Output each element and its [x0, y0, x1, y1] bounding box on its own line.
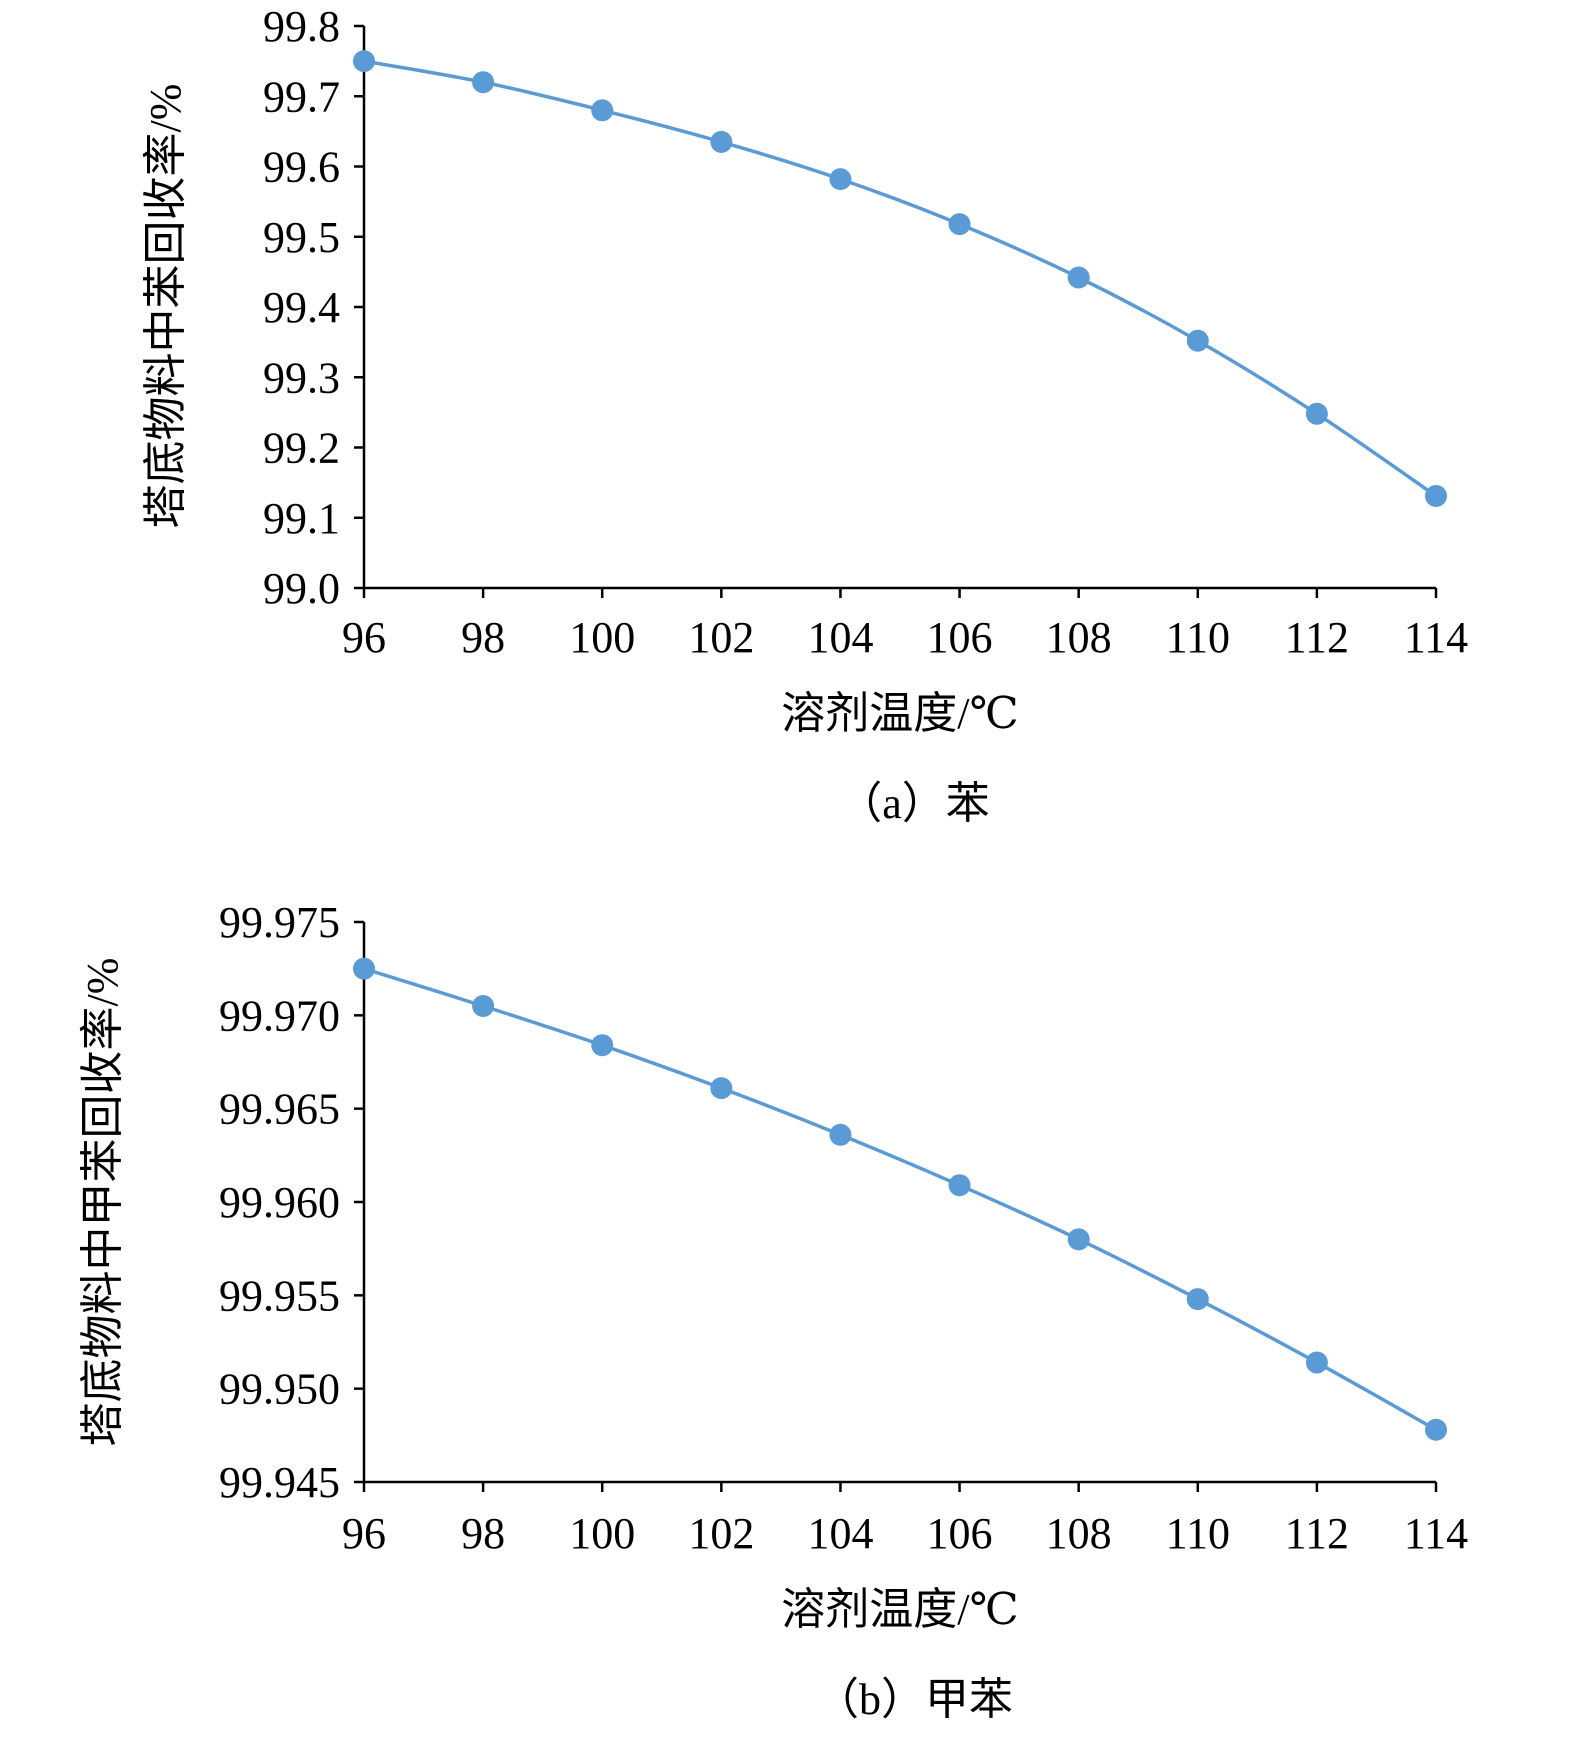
b-data-point — [1067, 1228, 1090, 1251]
b-caption: （b）甲苯 — [815, 1675, 1013, 1724]
b-y-tick-label: 99.950 — [219, 1365, 340, 1414]
a-x-axis-title: 溶剂温度/℃ — [781, 689, 1018, 738]
b-data-point — [472, 995, 495, 1017]
a-y-tick-label: 99.5 — [263, 213, 340, 262]
a-y-tick-label: 99.3 — [263, 353, 340, 402]
b-data-point — [591, 1034, 614, 1057]
b-y-tick-label: 99.945 — [219, 1458, 340, 1507]
b-x-tick-label: 106 — [927, 1509, 993, 1558]
a-y-tick-label: 99.4 — [263, 283, 340, 332]
b-x-tick-label: 114 — [1404, 1509, 1468, 1558]
b-data-point — [1305, 1351, 1328, 1374]
b-data-point — [1186, 1288, 1209, 1311]
b-x-tick-label: 112 — [1285, 1509, 1349, 1558]
b-data-point — [829, 1123, 852, 1146]
a-x-tick-label: 114 — [1404, 613, 1468, 662]
a-data-point — [353, 50, 375, 73]
b-x-tick-label: 98 — [461, 1509, 505, 1558]
a-data-point — [591, 99, 614, 122]
a-y-tick-label: 99.1 — [263, 494, 340, 543]
a-data-point — [1305, 402, 1328, 425]
a-caption: （a）苯 — [838, 779, 990, 828]
a-x-tick-label: 110 — [1166, 613, 1230, 662]
a-x-tick-label: 96 — [342, 613, 386, 662]
a-y-axis-title: 塔底物料中苯回收率/% — [141, 84, 190, 529]
a-data-point — [1425, 484, 1447, 507]
a-x-tick-label: 112 — [1285, 613, 1349, 662]
a-x-tick-label: 100 — [569, 613, 635, 662]
a-data-point — [1067, 266, 1090, 289]
b-data-point — [353, 957, 375, 980]
b-y-tick-label: 99.955 — [219, 1271, 340, 1320]
a-y-tick-label: 99.8 — [263, 2, 340, 51]
a-data-point — [710, 130, 733, 153]
a-data-point — [1186, 329, 1209, 352]
a-x-tick-label: 108 — [1046, 613, 1112, 662]
b-x-axis-title: 溶剂温度/℃ — [781, 1585, 1018, 1634]
b-data-point — [710, 1077, 733, 1100]
a-y-tick-label: 99.7 — [263, 72, 340, 121]
b-x-tick-label: 108 — [1046, 1509, 1112, 1558]
b-x-tick-label: 96 — [342, 1509, 386, 1558]
b-y-tick-label: 99.975 — [219, 898, 340, 947]
b-x-tick-label: 104 — [807, 1509, 873, 1558]
a-x-tick-label: 104 — [807, 613, 873, 662]
b-x-tick-label: 110 — [1166, 1509, 1230, 1558]
b-y-tick-label: 99.970 — [219, 991, 340, 1040]
a-data-point — [472, 71, 495, 94]
a-data-point — [829, 168, 852, 191]
chart-benzene: 99.0 99.1 99.2 99.3 99.4 99.5 99.6 99.7 99.8 96 98… — [141, 2, 1468, 828]
b-y-tick-label: 99.960 — [219, 1178, 340, 1227]
chart-toluene: 99.945 99.950 99.955 99.960 99.965 99.970 99.9… — [78, 898, 1468, 1724]
a-data-point — [948, 213, 971, 236]
a-x-tick-label: 98 — [461, 613, 505, 662]
b-x-tick-label: 102 — [688, 1509, 754, 1558]
b-data-point — [948, 1174, 971, 1197]
a-series-line — [363, 59, 1437, 498]
b-data-point — [1425, 1418, 1447, 1441]
a-x-tick-label: 102 — [688, 613, 754, 662]
a-y-tick-label: 99.6 — [263, 143, 340, 192]
b-x-tick-label: 100 — [569, 1509, 635, 1558]
a-y-tick-label: 99.0 — [263, 564, 340, 613]
a-y-tick-label: 99.2 — [263, 424, 340, 473]
b-y-tick-label: 99.965 — [219, 1085, 340, 1134]
a-x-tick-label: 106 — [927, 613, 993, 662]
b-y-axis-title: 塔底物料中甲苯回收率/% — [78, 958, 127, 1447]
b-series-line — [363, 966, 1437, 1432]
